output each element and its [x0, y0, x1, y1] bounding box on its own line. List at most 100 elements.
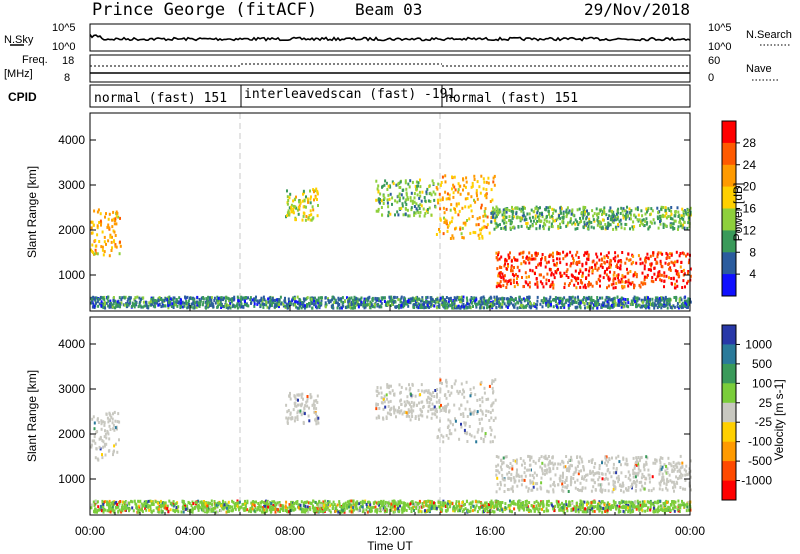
noise-sky-trace: [89, 34, 691, 42]
echo-cell: [454, 207, 456, 211]
echo-cell: [416, 187, 418, 191]
echo-cell: [656, 296, 659, 300]
echo-cell: [488, 384, 491, 388]
echo-cell: [98, 445, 101, 449]
echo-cell: [614, 277, 617, 281]
echo-cell: [161, 298, 164, 302]
echo-cell: [666, 478, 668, 482]
echo-cell: [601, 488, 604, 492]
echo-cell: [119, 240, 121, 244]
echo-cell: [100, 300, 103, 304]
echo-cell: [565, 467, 568, 471]
echo-cell: [468, 217, 471, 221]
echo-cell: [447, 224, 450, 228]
echo-cell: [358, 298, 361, 302]
echo-cell: [603, 256, 606, 260]
echo-cell: [334, 298, 337, 302]
echo-cell: [381, 213, 383, 217]
echo-cell: [210, 499, 213, 503]
echo-cell: [102, 253, 105, 257]
echo-cell: [236, 302, 239, 306]
echo-cell: [617, 280, 620, 284]
echo-cell: [590, 221, 593, 224]
echo-cell: [495, 205, 498, 209]
echo-cell: [580, 211, 583, 214]
echo-cell: [475, 298, 478, 302]
echo-cell: [475, 440, 478, 444]
echo-cell: [587, 284, 590, 288]
echo-cell: [687, 270, 690, 273]
echo-cell: [609, 265, 612, 269]
echo-cell: [521, 305, 524, 309]
echo-cell: [630, 262, 633, 266]
echo-cell: [466, 440, 469, 443]
echo-cell: [316, 414, 319, 418]
echo-cell: [101, 245, 104, 249]
echo-cell: [564, 254, 567, 258]
echo-cell: [291, 299, 294, 303]
echo-cell: [552, 211, 555, 215]
echo-cell: [509, 295, 512, 299]
echo-cell: [454, 428, 457, 432]
echo-cell: [512, 499, 515, 503]
echo-cell: [581, 214, 584, 218]
echo-cell: [229, 301, 232, 305]
echo-cell: [513, 285, 516, 289]
echo-cell: [300, 500, 303, 504]
echo-cell: [552, 286, 555, 290]
echo-cell: [93, 304, 96, 308]
echo-cell: [303, 412, 306, 416]
echo-cell: [569, 220, 572, 224]
echo-cell: [143, 304, 146, 308]
echo-cell: [457, 509, 459, 513]
echo-cell: [351, 298, 354, 302]
echo-cell: [433, 198, 436, 202]
echo-cell: [642, 218, 645, 222]
echo-cell: [670, 212, 673, 216]
echo-cell: [607, 460, 610, 464]
echo-cell: [498, 208, 501, 212]
echo-cell: [658, 296, 661, 300]
echo-cell: [408, 185, 411, 189]
echo-cell: [383, 183, 386, 187]
cpid-label: CPID: [8, 90, 37, 104]
echo-cell: [114, 219, 117, 222]
echo-cell: [307, 200, 310, 204]
echo-cell: [475, 189, 478, 193]
echo-cell: [473, 301, 476, 305]
echo-cell: [473, 174, 476, 178]
echo-cell: [495, 251, 498, 255]
echo-cell: [681, 465, 684, 468]
echo-cell: [669, 214, 672, 218]
echo-cell: [507, 280, 510, 283]
echo-cell: [584, 486, 587, 490]
echo-cell: [637, 213, 640, 217]
echo-cell: [104, 453, 107, 457]
echo-cell: [567, 221, 569, 225]
echo-cell: [681, 226, 684, 230]
echo-cell: [595, 261, 598, 265]
echo-cell: [94, 248, 97, 252]
echo-cell: [271, 299, 274, 303]
echo-cell: [543, 463, 546, 467]
echo-cell: [415, 504, 418, 508]
echo-cell: [494, 298, 496, 302]
echo-cell: [232, 304, 235, 308]
echo-cell: [480, 380, 483, 384]
echo-cell: [236, 295, 239, 299]
echo-cell: [610, 215, 613, 219]
echo-cell: [491, 198, 494, 202]
echo-cell: [366, 505, 369, 509]
echo-cell: [604, 488, 607, 492]
echo-cell: [503, 211, 506, 214]
echo-cell: [94, 456, 97, 460]
echo-cell: [499, 223, 501, 227]
echo-cell: [565, 270, 568, 274]
echo-cell: [620, 299, 623, 303]
echo-cell: [612, 213, 615, 217]
echo-cell: [315, 417, 318, 421]
echo-cell: [530, 208, 533, 212]
echo-cell: [105, 212, 107, 216]
echo-cell: [561, 459, 564, 463]
echo-cell: [670, 306, 673, 309]
